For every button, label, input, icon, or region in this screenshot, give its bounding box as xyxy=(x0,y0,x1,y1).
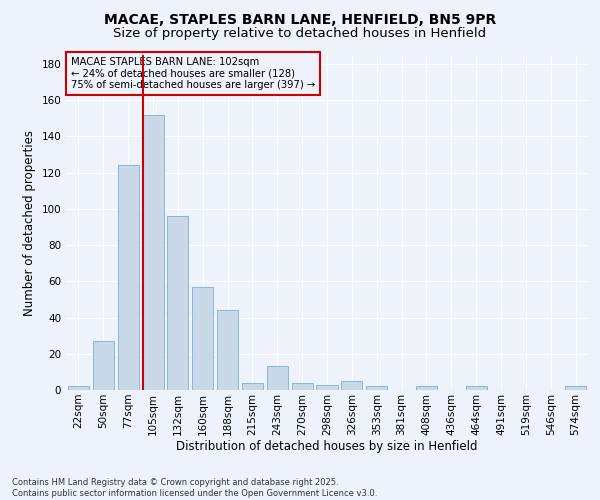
Bar xyxy=(341,381,362,390)
Bar xyxy=(142,115,164,390)
Bar xyxy=(292,383,313,390)
Bar xyxy=(565,386,586,390)
Bar xyxy=(93,341,114,390)
Y-axis label: Number of detached properties: Number of detached properties xyxy=(23,130,36,316)
Text: MACAE STAPLES BARN LANE: 102sqm
← 24% of detached houses are smaller (128)
75% o: MACAE STAPLES BARN LANE: 102sqm ← 24% of… xyxy=(71,56,316,90)
Bar xyxy=(167,216,188,390)
Bar xyxy=(267,366,288,390)
Bar xyxy=(118,166,139,390)
Text: Size of property relative to detached houses in Henfield: Size of property relative to detached ho… xyxy=(113,28,487,40)
Bar xyxy=(68,386,89,390)
Bar xyxy=(192,287,213,390)
Bar xyxy=(316,384,338,390)
Bar xyxy=(466,386,487,390)
Bar xyxy=(416,386,437,390)
Bar xyxy=(217,310,238,390)
Bar xyxy=(242,383,263,390)
Text: MACAE, STAPLES BARN LANE, HENFIELD, BN5 9PR: MACAE, STAPLES BARN LANE, HENFIELD, BN5 … xyxy=(104,12,496,26)
Text: Contains HM Land Registry data © Crown copyright and database right 2025.
Contai: Contains HM Land Registry data © Crown c… xyxy=(12,478,377,498)
Bar xyxy=(366,386,387,390)
X-axis label: Distribution of detached houses by size in Henfield: Distribution of detached houses by size … xyxy=(176,440,478,454)
